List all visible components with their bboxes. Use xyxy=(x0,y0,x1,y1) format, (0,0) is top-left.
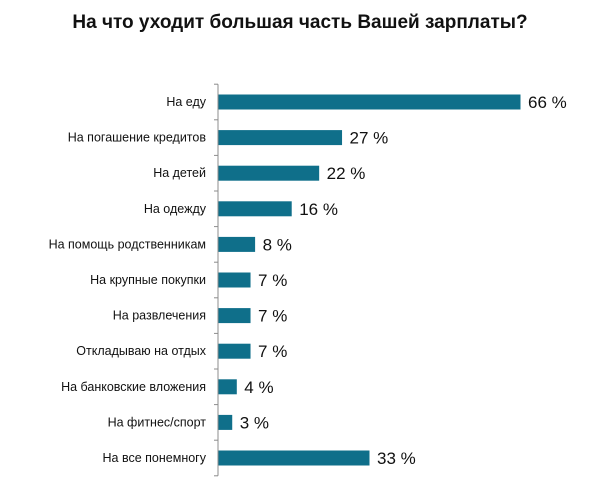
bar xyxy=(218,272,251,288)
bar xyxy=(218,379,237,395)
chart-title: На что уходит большая часть Вашей зарпла… xyxy=(72,12,528,33)
value-label: 8 % xyxy=(263,235,292,254)
value-label: 7 % xyxy=(258,271,287,290)
category-label: На детей xyxy=(153,166,206,180)
value-label: 3 % xyxy=(240,413,269,432)
value-label: 7 % xyxy=(258,307,287,326)
category-label: На все понемногу xyxy=(103,451,207,465)
bar xyxy=(218,94,521,110)
value-label: 27 % xyxy=(350,129,389,148)
category-label: На погашение кредитов xyxy=(68,131,207,145)
bar xyxy=(218,414,233,430)
category-label: На одежду xyxy=(144,202,207,216)
category-label: На фитнес/спорт xyxy=(108,415,207,429)
value-label: 33 % xyxy=(377,449,416,468)
bar xyxy=(218,236,256,252)
value-label: 66 % xyxy=(528,93,567,112)
bar xyxy=(218,201,292,217)
bar xyxy=(218,308,251,324)
category-label: На развлечения xyxy=(113,309,206,323)
value-label: 7 % xyxy=(258,342,287,361)
bar xyxy=(218,450,370,466)
category-label: На еду xyxy=(166,95,206,109)
bar xyxy=(218,165,320,181)
category-label: На банковские вложения xyxy=(61,380,206,394)
category-label: На крупные покупки xyxy=(90,273,206,287)
bar xyxy=(218,130,343,146)
category-label: На помощь родственникам xyxy=(49,237,206,251)
value-label: 4 % xyxy=(244,378,273,397)
value-label: 22 % xyxy=(327,164,366,183)
bar xyxy=(218,343,251,359)
category-label: Откладываю на отдых xyxy=(76,344,206,358)
value-label: 16 % xyxy=(299,200,338,219)
